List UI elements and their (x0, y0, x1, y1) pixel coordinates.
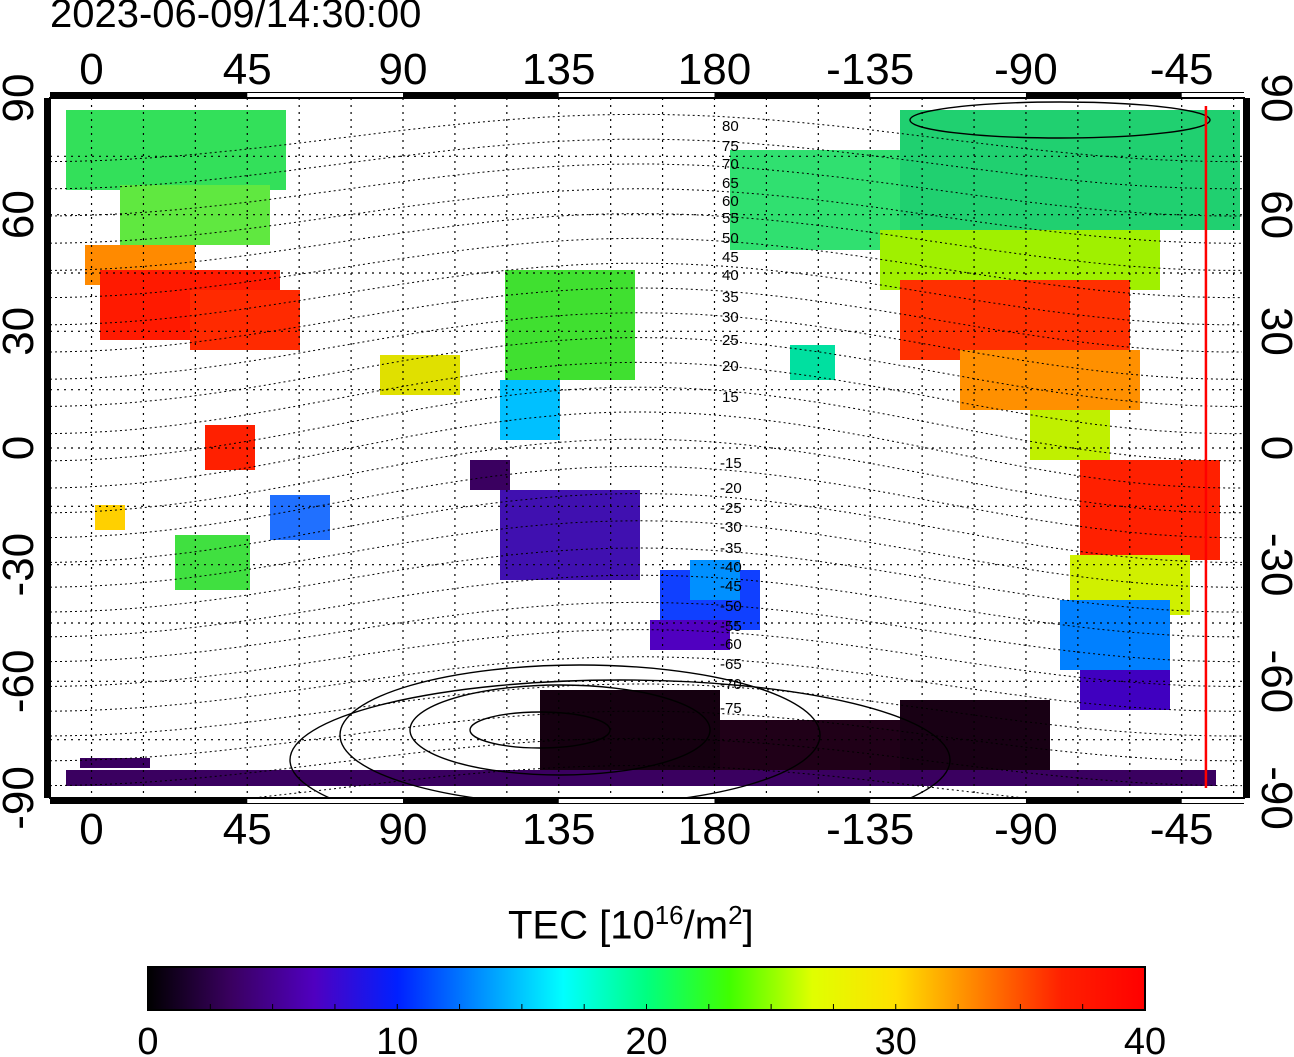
contour-label: 55 (722, 210, 739, 227)
lon-label-bottom: 0 (79, 805, 103, 854)
contour-label: -20 (720, 480, 742, 497)
colorbar-title-mid: /m (683, 903, 729, 948)
colorbar-title-exp2: 2 (728, 900, 743, 930)
colorbar-tick-label: 30 (875, 1021, 917, 1057)
magnetic-latitude-curve (50, 520, 1242, 588)
lat-label-left: 90 (0, 74, 43, 123)
magnetic-latitude-curve (50, 411, 1242, 489)
contour-label: 35 (722, 289, 739, 306)
lon-label-top: -45 (1150, 45, 1214, 94)
contour-label: 40 (722, 267, 739, 284)
colorbar (147, 966, 1146, 1011)
contour-label: 65 (722, 175, 739, 192)
lon-label-top: 135 (522, 45, 595, 94)
colorbar-tick-label: 10 (376, 1021, 418, 1057)
axis-bar-gap (1181, 799, 1294, 803)
lat-label-right: 0 (1252, 436, 1294, 460)
contour-ring (409, 684, 711, 776)
lon-label-top: 0 (79, 45, 103, 94)
lon-label-top: 180 (678, 45, 751, 94)
contour-label: 25 (722, 332, 739, 349)
contour-label: -55 (720, 618, 742, 635)
contour-label: 80 (722, 118, 739, 135)
lat-label-left: 60 (0, 190, 43, 239)
lat-label-left: -60 (0, 650, 43, 714)
timestamp-title: 2023-06-09/14:30:00 (50, 0, 422, 36)
lat-label-right: -60 (1252, 650, 1294, 714)
magnetic-latitude-curve (50, 465, 1242, 539)
lon-label-bottom: -45 (1150, 805, 1214, 854)
magnetic-latitude-curve (50, 337, 1242, 407)
magnetic-latitude-curve (50, 361, 1242, 435)
magnetic-latitude-curve (50, 493, 1242, 563)
contour-label: -35 (720, 540, 742, 557)
lat-label-left: -90 (0, 766, 43, 830)
lon-label-bottom: 180 (678, 805, 751, 854)
lon-label-bottom: -90 (994, 805, 1058, 854)
contour-label: 20 (722, 358, 739, 375)
contour-label: -75 (720, 700, 742, 717)
lon-label-top: -90 (994, 45, 1058, 94)
contour-label: -30 (720, 519, 742, 536)
magnetic-latitude-curve (50, 262, 1242, 326)
axis-bar-gap (558, 93, 715, 97)
lon-label-top: 90 (379, 45, 428, 94)
contour-ring (469, 711, 611, 749)
lon-label-top: 45 (223, 45, 272, 94)
lat-label-right: 60 (1252, 190, 1294, 239)
contour-ring (289, 679, 951, 798)
contour-label: -50 (720, 598, 742, 615)
axis-bar-gap (247, 799, 404, 803)
right-axis-bar (1244, 98, 1250, 798)
contour-label: -25 (720, 500, 742, 517)
lon-label-bottom: 90 (379, 805, 428, 854)
axis-bar-gap (247, 93, 404, 97)
contour-label: 70 (722, 156, 739, 173)
contour-ring (339, 664, 821, 798)
colorbar-tick-label: 0 (137, 1021, 158, 1057)
colorbar-title: TEC [1016/m2] (508, 900, 754, 948)
lon-label-top: -135 (826, 45, 914, 94)
contour-ring (909, 101, 1211, 139)
left-axis-bar (44, 98, 50, 798)
axis-bar-gap (1181, 93, 1294, 97)
colorbar-tick-label: 40 (1124, 1021, 1166, 1057)
magnetic-latitude-curve (50, 312, 1242, 380)
lon-label-bottom: 45 (223, 805, 272, 854)
contour-label: -65 (720, 656, 742, 673)
lat-label-right: -30 (1252, 533, 1294, 597)
magnetic-latitude-curve (50, 386, 1242, 462)
lon-label-bottom: 135 (522, 805, 595, 854)
magnetic-latitude-curve (50, 574, 1242, 638)
contour-label: 15 (722, 389, 739, 406)
magnetic-latitude-curve (50, 287, 1242, 353)
lat-label-left: -30 (0, 533, 43, 597)
contour-label: -40 (720, 559, 742, 576)
contour-label: -45 (720, 578, 742, 595)
colorbar-title-main: TEC [10 (508, 903, 655, 948)
lat-label-right: 90 (1252, 74, 1294, 123)
lat-label-left: 30 (0, 307, 43, 356)
contour-label: 75 (722, 138, 739, 155)
contour-label: -60 (720, 636, 742, 653)
lon-label-bottom: -135 (826, 805, 914, 854)
magnetic-latitude-curve (50, 547, 1242, 613)
colorbar-tick-label: 20 (625, 1021, 667, 1057)
lat-label-right: -90 (1252, 766, 1294, 830)
axis-bar-gap (870, 93, 1026, 97)
axis-bar-gap (870, 799, 1026, 803)
contour-label: 50 (722, 230, 739, 247)
magnetic-latitude-curve (50, 438, 1242, 514)
colorbar-title-exp: 16 (654, 900, 684, 930)
colorbar-title-end: ] (742, 903, 754, 948)
contour-label: -15 (720, 455, 742, 472)
contour-label: 60 (722, 193, 739, 210)
lat-label-left: 0 (0, 436, 43, 460)
contour-label: -70 (720, 676, 742, 693)
lat-label-right: 30 (1252, 307, 1294, 356)
axis-bar-gap (558, 799, 715, 803)
contour-label: 30 (722, 309, 739, 326)
contour-label: 45 (722, 249, 739, 266)
